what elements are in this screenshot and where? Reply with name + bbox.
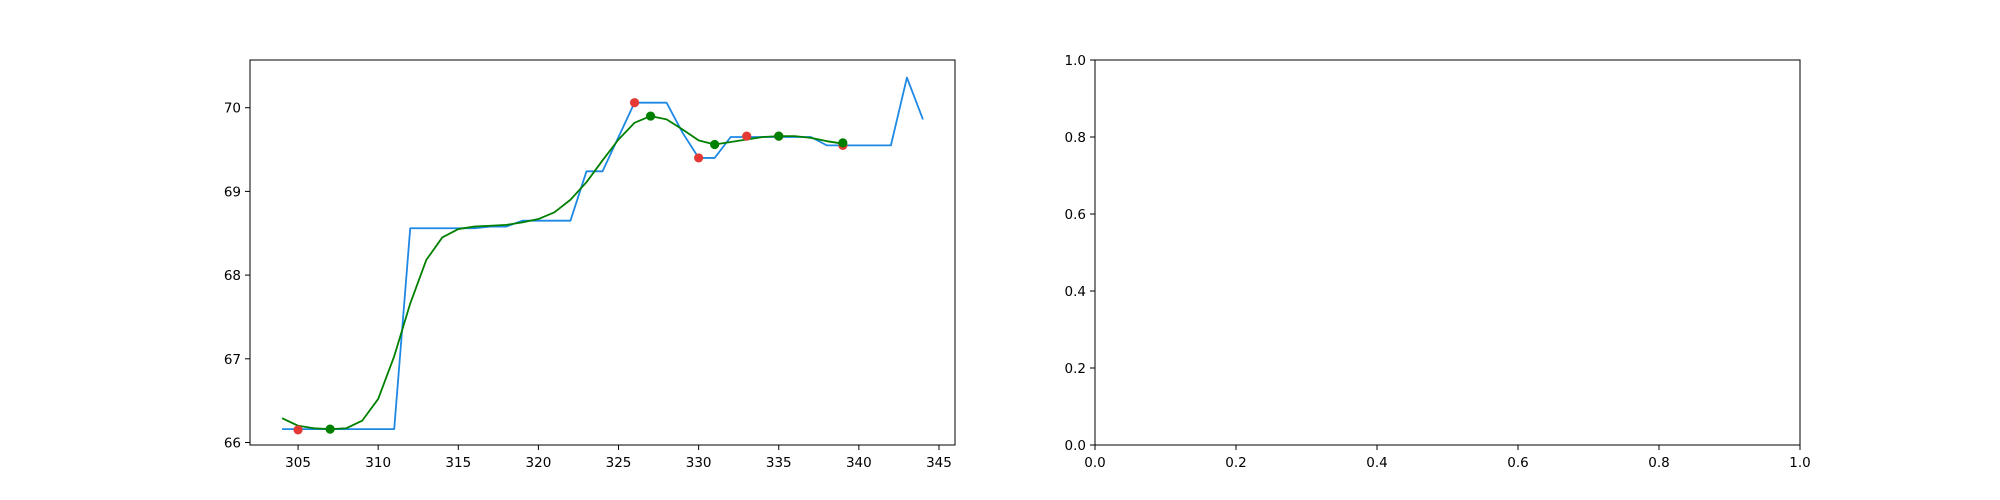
smoothed-series-line	[281, 115, 843, 430]
right-axes: 0.0 0.2 0.4 0.6 0.8 1.0 0.0 0.2 0.4 0.6 0.8 1.0	[1065, 53, 1811, 471]
y-tick-label: 69	[224, 184, 241, 200]
x-tick-label: 325	[606, 455, 632, 471]
y-tick-label: 0.8	[1065, 130, 1086, 146]
y-tick-label: 66	[224, 435, 241, 451]
scatter-point-2-2	[694, 153, 704, 163]
y-tick-label: 68	[224, 268, 241, 284]
x-tick-label: 0.2	[1225, 455, 1246, 471]
y-tick-label: 67	[224, 352, 241, 368]
y-tick-label: 1.0	[1065, 53, 1086, 69]
scatter-point-2-0	[293, 425, 303, 435]
x-tick-label: 305	[285, 455, 311, 471]
x-tick-label: 0.6	[1507, 455, 1528, 471]
y-tick-label: 70	[224, 101, 241, 117]
scatter-point-2-1	[629, 98, 640, 108]
y-tick-label: 0.4	[1065, 284, 1086, 300]
scatter-point-3-0	[325, 424, 335, 434]
left-axes: 305 310 315 320 325 330 335 340 345 66 67 68 69 70	[224, 59, 956, 471]
x-tick-label: 0.8	[1648, 455, 1669, 471]
x-tick-label: 340	[846, 455, 872, 471]
y-tick-label: 0.6	[1065, 207, 1086, 223]
x-tick-label: 315	[445, 455, 471, 471]
scatter-point-3-4	[838, 138, 848, 148]
x-tick-label: 330	[686, 455, 712, 471]
x-tick-label: 0.4	[1366, 455, 1387, 471]
x-tick-label: 1.0	[1789, 455, 1810, 471]
x-tick-label: 0.0	[1084, 455, 1105, 471]
scatter-point-2-3	[742, 131, 752, 141]
x-tick-label: 310	[365, 455, 391, 471]
raw-series-line	[282, 76, 924, 430]
scatter-point-3-3	[774, 131, 784, 141]
x-tick-label: 320	[526, 455, 552, 471]
axes-frame	[1094, 59, 1801, 446]
scatter-point-3-2	[710, 139, 720, 150]
x-tick-label: 345	[926, 455, 952, 471]
x-tick-label: 335	[766, 455, 792, 471]
axes-frame	[249, 59, 956, 446]
scatter-point-3-1	[645, 111, 656, 121]
y-tick-label: 0.2	[1065, 361, 1086, 377]
y-tick-label: 0.0	[1065, 438, 1086, 454]
